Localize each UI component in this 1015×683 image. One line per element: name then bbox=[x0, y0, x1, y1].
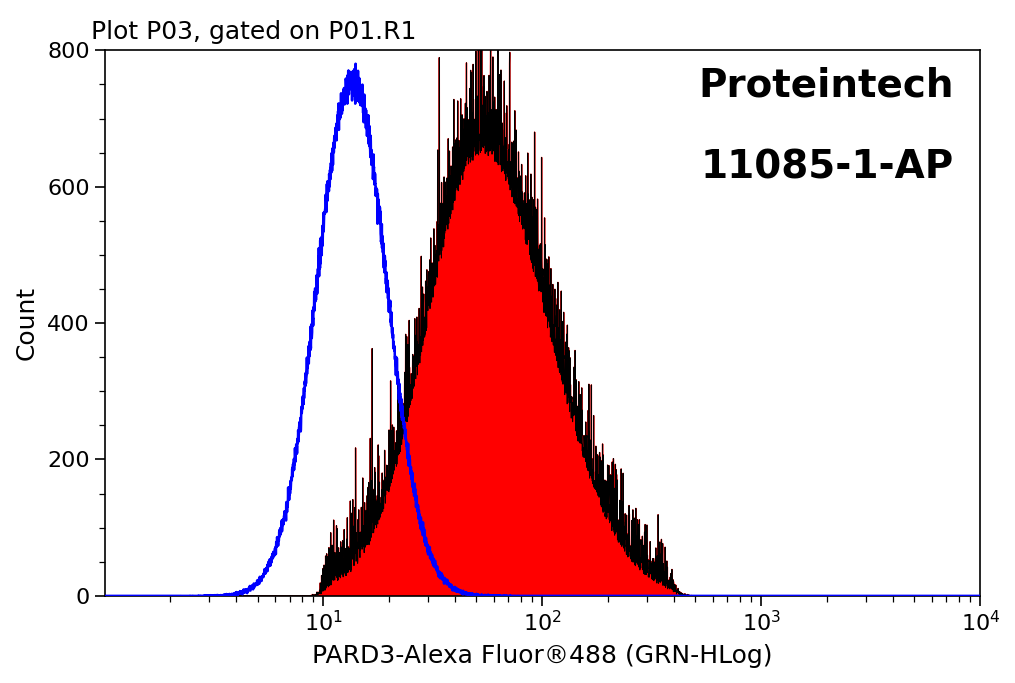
Text: Plot P03, gated on P01.R1: Plot P03, gated on P01.R1 bbox=[91, 20, 417, 44]
Text: Proteintech: Proteintech bbox=[698, 67, 954, 104]
X-axis label: PARD3-Alexa Fluor®488 (GRN-HLog): PARD3-Alexa Fluor®488 (GRN-HLog) bbox=[313, 644, 772, 668]
Text: 11085-1-AP: 11085-1-AP bbox=[700, 148, 954, 186]
Y-axis label: Count: Count bbox=[15, 286, 39, 360]
